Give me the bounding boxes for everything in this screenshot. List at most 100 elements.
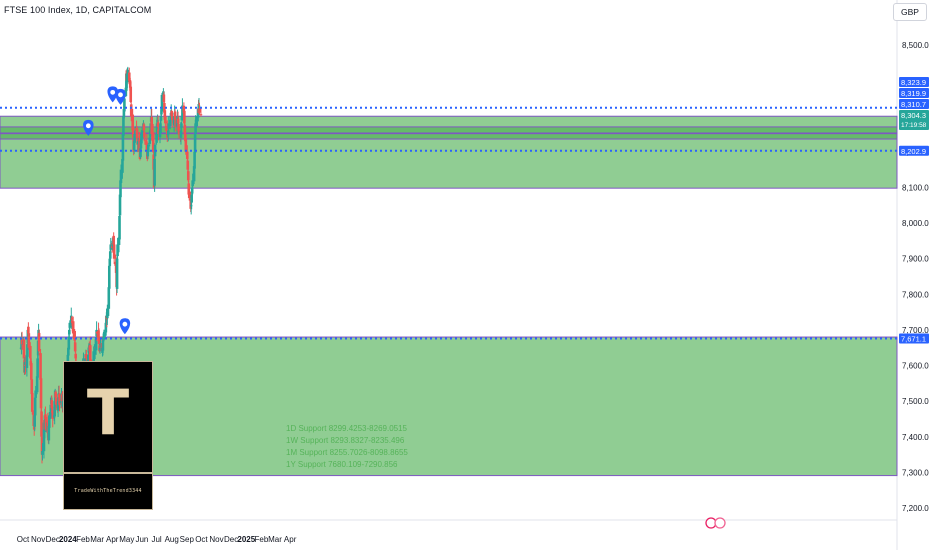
candle-body bbox=[160, 94, 164, 112]
candle-body bbox=[54, 397, 58, 405]
x-tick-label: Mar bbox=[90, 535, 104, 544]
badge-last-price-bg bbox=[899, 110, 929, 130]
candle-body bbox=[58, 398, 61, 405]
x-tick-label: Oct bbox=[195, 535, 208, 544]
x-tick-label: Mar bbox=[268, 535, 282, 544]
y-tick-label: 7,400.0 bbox=[902, 433, 929, 442]
candle-body bbox=[126, 69, 130, 76]
candle-body bbox=[162, 94, 166, 102]
candle-body bbox=[181, 105, 184, 120]
badge-level-3: 8,310.7 bbox=[901, 100, 926, 109]
candle-body bbox=[186, 160, 190, 170]
candle-body bbox=[183, 124, 187, 135]
x-tick-label: Dec bbox=[224, 535, 238, 544]
x-tick-label: Oct bbox=[17, 535, 30, 544]
candle-body bbox=[116, 244, 119, 257]
badge-level-4-bg bbox=[899, 145, 929, 156]
x-tick-label: Nov bbox=[209, 535, 223, 544]
x-tick-label: Feb bbox=[76, 535, 90, 544]
candle-body bbox=[26, 344, 29, 357]
candle-body bbox=[115, 258, 119, 289]
candle-body bbox=[33, 397, 37, 416]
badge-level-2-bg bbox=[899, 88, 929, 98]
badge-level-5-bg bbox=[899, 333, 929, 344]
candle-body bbox=[51, 410, 55, 419]
x-tick-label: Jul bbox=[151, 535, 161, 544]
badge-level-4: 8,202.9 bbox=[901, 147, 926, 156]
candle-body bbox=[49, 404, 53, 418]
candle-body bbox=[42, 422, 46, 452]
candle-body bbox=[196, 116, 199, 122]
candle-body bbox=[159, 116, 163, 121]
candle-body bbox=[37, 332, 41, 352]
candle-body bbox=[22, 339, 26, 359]
candle-body bbox=[39, 378, 43, 409]
badge-level-1: 8,323.9 bbox=[901, 78, 926, 87]
candle-body bbox=[163, 110, 167, 120]
candle-body bbox=[153, 158, 156, 186]
candle-body bbox=[73, 330, 76, 341]
candle-body bbox=[98, 347, 102, 351]
candle-body bbox=[88, 345, 92, 366]
candle-body bbox=[118, 215, 121, 240]
candle-body bbox=[106, 308, 109, 319]
candle-body bbox=[174, 119, 177, 127]
x-tick-label: May bbox=[119, 535, 134, 544]
candle-body bbox=[194, 119, 198, 127]
candle-body bbox=[61, 401, 65, 407]
candle-body bbox=[68, 329, 71, 335]
candle-body bbox=[73, 342, 77, 352]
candle-body bbox=[67, 337, 71, 350]
currency-selector[interactable]: GBP bbox=[893, 3, 927, 21]
candle-body bbox=[71, 321, 75, 334]
candle-body bbox=[192, 166, 196, 182]
candle-body bbox=[27, 333, 31, 348]
event-icon bbox=[714, 517, 726, 529]
candle-body bbox=[131, 127, 135, 138]
x-tick-label: Sep bbox=[180, 535, 195, 544]
x-tick-label: Apr bbox=[106, 535, 119, 544]
candle-body bbox=[39, 353, 42, 380]
support-annotations: 1D Support 8299.4253-8269.0515 1W Suppor… bbox=[286, 423, 408, 471]
candle-body bbox=[50, 400, 54, 409]
candle-body bbox=[183, 111, 186, 124]
y-tick-label: 7,700.0 bbox=[902, 326, 929, 335]
y-tick-label: 7,300.0 bbox=[902, 468, 929, 477]
candle-body bbox=[198, 108, 201, 113]
candle-body bbox=[129, 86, 133, 102]
candle-body bbox=[34, 390, 37, 398]
candle-body bbox=[107, 265, 111, 289]
y-tick-label: 7,200.0 bbox=[902, 504, 929, 513]
candle-body bbox=[167, 123, 171, 129]
candle-body bbox=[48, 415, 51, 428]
candle-body bbox=[164, 116, 167, 124]
candle-body bbox=[143, 140, 147, 142]
badge-countdown: 17:19:58 bbox=[901, 122, 927, 129]
candle-body bbox=[187, 191, 191, 199]
candle-body bbox=[41, 451, 44, 455]
candle-body bbox=[186, 171, 190, 181]
candle-body bbox=[74, 353, 77, 359]
candle-body bbox=[108, 258, 112, 267]
candle-body bbox=[139, 148, 142, 158]
candle-body bbox=[177, 129, 181, 135]
annotation-1w: 1W Support 8293.8327-8235.496 bbox=[286, 436, 405, 445]
x-tick-label: 2024 bbox=[59, 535, 77, 544]
candle-body bbox=[36, 358, 39, 378]
candle-body bbox=[136, 141, 140, 145]
candle-body bbox=[87, 354, 90, 364]
candle-body bbox=[85, 354, 88, 359]
candle-body bbox=[68, 322, 72, 328]
candle-body bbox=[112, 244, 116, 259]
candle-body bbox=[119, 180, 122, 198]
map-pin-dot bbox=[122, 321, 128, 327]
map-pin-dot bbox=[85, 123, 91, 129]
badge-level-3-bg bbox=[899, 99, 929, 109]
support-zone-1 bbox=[0, 126, 898, 134]
candle-body bbox=[107, 287, 111, 309]
x-tick-label: Nov bbox=[31, 535, 45, 544]
candle-body bbox=[99, 344, 102, 346]
badge-level-1-bg bbox=[899, 77, 929, 87]
candle-body bbox=[146, 151, 150, 157]
